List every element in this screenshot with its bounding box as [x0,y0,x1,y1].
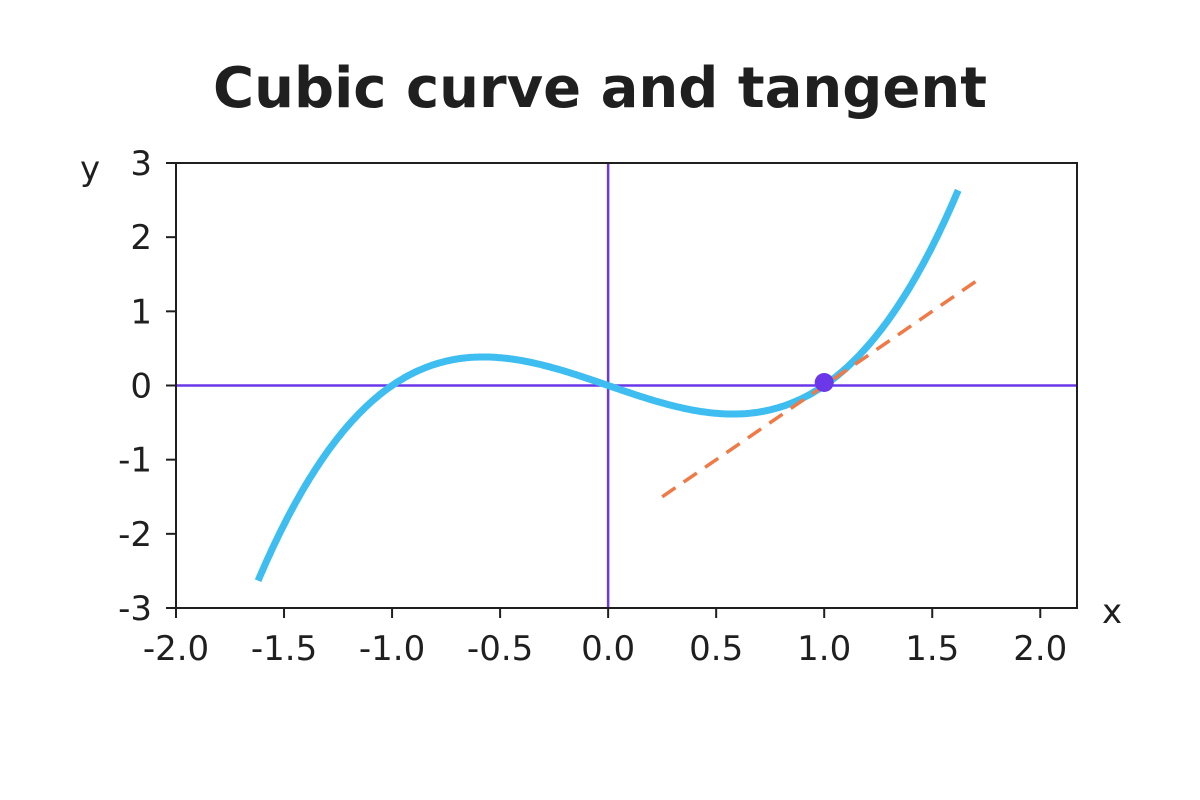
y-ticks: 3 2 1 0 -1 -2 -3 [118,144,176,629]
x-tick-label: -0.5 [467,629,533,669]
x-tick-label: 1.5 [905,629,959,669]
chart-title: Cubic curve and tangent [213,56,987,121]
y-tick-label: -2 [118,515,152,555]
y-tick-label: 3 [130,144,152,184]
y-tick-label: 1 [130,292,152,332]
tangent-point [814,373,834,392]
x-tick-label: -1.0 [359,629,425,669]
x-tick-label: 0.5 [689,629,743,669]
x-tick-label: 1.0 [797,629,851,669]
y-tick-label: 2 [130,218,152,258]
y-tick-label: -3 [118,589,152,629]
x-tick-label: 0.0 [581,629,635,669]
y-axis-label: y [80,149,100,189]
y-tick-label: -1 [118,441,152,481]
y-tick-label: 0 [130,367,152,407]
x-ticks: -2.0 -1.5 -1.0 -0.5 0.0 0.5 1.0 1.5 2.0 [143,608,1067,669]
x-axis-label: x [1102,592,1122,632]
points-layer [814,373,834,392]
x-tick-label: -2.0 [143,629,209,669]
x-tick-label: -1.5 [251,629,317,669]
x-tick-label: 2.0 [1013,629,1067,669]
